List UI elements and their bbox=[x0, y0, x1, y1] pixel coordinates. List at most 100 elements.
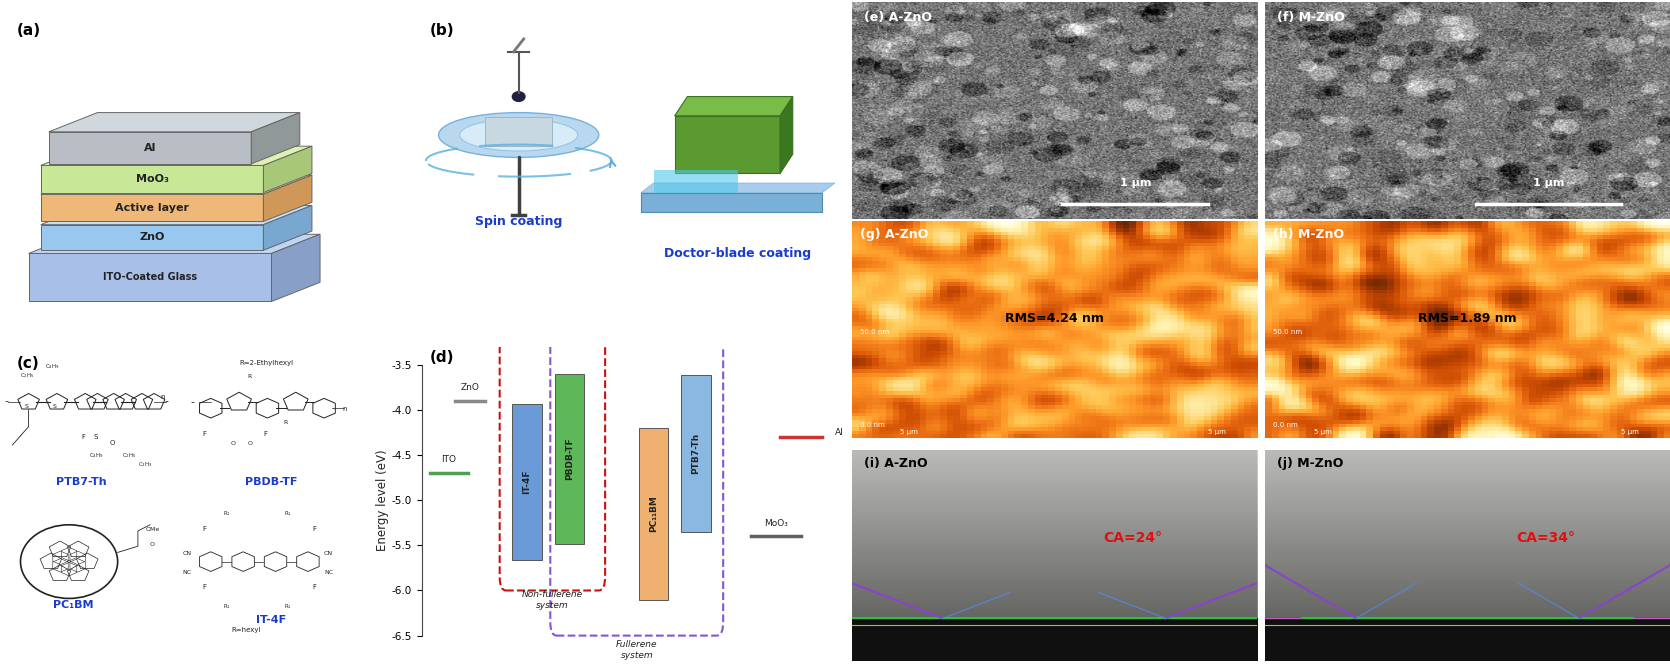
Text: 0.0 nm: 0.0 nm bbox=[1273, 422, 1298, 428]
Text: S: S bbox=[25, 404, 28, 409]
Polygon shape bbox=[250, 113, 301, 164]
Text: PTB7-Th: PTB7-Th bbox=[55, 477, 107, 487]
Text: F: F bbox=[312, 584, 316, 590]
Text: (d): (d) bbox=[431, 350, 454, 365]
Text: O: O bbox=[230, 441, 235, 446]
Polygon shape bbox=[780, 97, 793, 173]
Text: 50.0 nm: 50.0 nm bbox=[1273, 329, 1303, 335]
Polygon shape bbox=[40, 146, 312, 165]
Text: $\mathregular{R_1}$: $\mathregular{R_1}$ bbox=[222, 602, 230, 610]
Bar bbox=[681, 375, 710, 532]
Text: ITO-Coated Glass: ITO-Coated Glass bbox=[104, 273, 197, 282]
Text: 1 μm: 1 μm bbox=[1533, 179, 1565, 188]
Text: O: O bbox=[247, 441, 252, 446]
Polygon shape bbox=[48, 132, 250, 164]
Text: $\mathregular{C_2H_5}$: $\mathregular{C_2H_5}$ bbox=[20, 372, 35, 380]
Text: CA=24°: CA=24° bbox=[1102, 532, 1162, 546]
Text: R: R bbox=[284, 420, 287, 424]
Text: PBDB-TF: PBDB-TF bbox=[245, 477, 297, 487]
Text: (e) A-ZnO: (e) A-ZnO bbox=[863, 11, 932, 23]
Text: CN: CN bbox=[324, 552, 334, 556]
Text: Spin coating: Spin coating bbox=[474, 215, 563, 228]
Text: NC: NC bbox=[324, 570, 334, 575]
Text: 1 μm: 1 μm bbox=[1119, 179, 1151, 188]
Text: 0.0 nm: 0.0 nm bbox=[860, 422, 885, 428]
Text: ZnO: ZnO bbox=[139, 233, 165, 242]
Polygon shape bbox=[264, 146, 312, 193]
Text: Doctor-blade coating: Doctor-blade coating bbox=[665, 247, 812, 260]
Text: F: F bbox=[312, 526, 316, 532]
Text: (c): (c) bbox=[17, 356, 38, 371]
Text: $\mathregular{C_4H_9}$: $\mathregular{C_4H_9}$ bbox=[45, 362, 60, 372]
Text: R=hexyl: R=hexyl bbox=[230, 627, 261, 633]
Text: PBDB-TF: PBDB-TF bbox=[564, 438, 574, 480]
Polygon shape bbox=[675, 97, 793, 116]
Bar bbox=[554, 374, 584, 544]
Polygon shape bbox=[40, 205, 312, 225]
Text: (j) M-ZnO: (j) M-ZnO bbox=[1278, 456, 1343, 470]
Text: 5 μm: 5 μm bbox=[900, 429, 919, 435]
Text: n: n bbox=[342, 406, 347, 412]
Text: S: S bbox=[94, 434, 99, 440]
Text: (f) M-ZnO: (f) M-ZnO bbox=[1278, 11, 1344, 23]
Text: F: F bbox=[202, 431, 207, 437]
Text: $\mathregular{R_1}$: $\mathregular{R_1}$ bbox=[222, 510, 230, 518]
Text: (i) A-ZnO: (i) A-ZnO bbox=[863, 456, 927, 470]
Circle shape bbox=[513, 92, 524, 101]
Text: PTB7-Th: PTB7-Th bbox=[691, 433, 700, 474]
Text: F: F bbox=[82, 434, 85, 440]
Text: $\mathregular{C_2H_5}$: $\mathregular{C_2H_5}$ bbox=[122, 452, 137, 460]
Text: CA=34°: CA=34° bbox=[1516, 532, 1575, 546]
Text: -: - bbox=[164, 396, 169, 406]
Polygon shape bbox=[264, 205, 312, 250]
Text: RMS=4.24 nm: RMS=4.24 nm bbox=[1005, 313, 1104, 325]
Text: -: - bbox=[190, 397, 194, 407]
Polygon shape bbox=[272, 234, 321, 301]
Bar bbox=[513, 404, 541, 560]
Polygon shape bbox=[641, 183, 835, 193]
Text: $\mathregular{R_1}$: $\mathregular{R_1}$ bbox=[284, 510, 292, 518]
Text: 50.0 nm: 50.0 nm bbox=[860, 329, 888, 335]
Text: R: R bbox=[247, 374, 252, 378]
Text: IT-4F: IT-4F bbox=[257, 615, 287, 625]
Polygon shape bbox=[40, 225, 264, 250]
Text: Al: Al bbox=[835, 428, 843, 438]
Text: S: S bbox=[53, 404, 57, 409]
Text: -: - bbox=[5, 396, 8, 406]
Ellipse shape bbox=[439, 113, 600, 157]
Text: F: F bbox=[202, 526, 207, 532]
Polygon shape bbox=[28, 253, 272, 301]
Polygon shape bbox=[28, 234, 321, 253]
Text: O: O bbox=[150, 542, 155, 547]
Polygon shape bbox=[1303, 303, 1633, 380]
Text: $\mathregular{C_2H_3}$: $\mathregular{C_2H_3}$ bbox=[139, 460, 152, 470]
FancyBboxPatch shape bbox=[484, 117, 553, 146]
Text: NC: NC bbox=[182, 570, 192, 575]
Polygon shape bbox=[40, 175, 312, 194]
Polygon shape bbox=[48, 113, 301, 132]
Text: RMS=1.89 nm: RMS=1.89 nm bbox=[1418, 313, 1516, 325]
Polygon shape bbox=[803, 165, 1304, 305]
Text: CN: CN bbox=[182, 552, 192, 556]
Text: Fullerene
system: Fullerene system bbox=[616, 640, 658, 660]
Text: 5 μm: 5 μm bbox=[1314, 429, 1331, 435]
Text: (a): (a) bbox=[17, 23, 40, 38]
Text: 5 μm: 5 μm bbox=[1207, 429, 1226, 435]
Polygon shape bbox=[264, 175, 312, 221]
Text: (b): (b) bbox=[431, 23, 454, 38]
Text: ZnO: ZnO bbox=[461, 383, 479, 392]
Text: $\mathregular{C_4H_9}$: $\mathregular{C_4H_9}$ bbox=[89, 452, 104, 460]
Polygon shape bbox=[675, 116, 780, 173]
Text: $\mathregular{R_1}$: $\mathregular{R_1}$ bbox=[284, 602, 292, 610]
Text: Active layer: Active layer bbox=[115, 203, 189, 213]
Text: PC₁₁BM: PC₁₁BM bbox=[650, 496, 658, 532]
Text: 5 μm: 5 μm bbox=[1622, 429, 1640, 435]
Text: IT-4F: IT-4F bbox=[523, 470, 531, 494]
Text: OMe: OMe bbox=[145, 527, 160, 532]
Text: ITO: ITO bbox=[441, 456, 456, 464]
Bar bbox=[640, 428, 668, 600]
Text: O: O bbox=[110, 440, 115, 446]
Polygon shape bbox=[40, 194, 264, 221]
Polygon shape bbox=[641, 193, 822, 212]
Text: PC₁BM: PC₁BM bbox=[53, 600, 94, 610]
